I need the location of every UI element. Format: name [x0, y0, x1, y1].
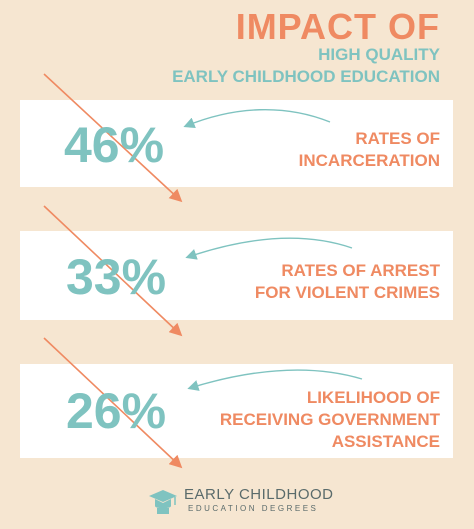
infographic-subtitle-line1: HIGH QUALITY — [318, 45, 440, 64]
curved-arrow-icon — [183, 108, 331, 129]
footer-brand: EARLY CHILDHOOD EDUCATION DEGREES — [148, 486, 348, 518]
curved-arrow-icon — [187, 369, 363, 391]
down-arrow-icon — [43, 337, 183, 469]
stat-label-government-assistance: LIKELIHOOD OF RECEIVING GOVERNMENT ASSIS… — [219, 388, 440, 451]
stat-value-incarceration: 46% — [64, 117, 165, 173]
curved-arrow-icon — [185, 237, 353, 260]
stat-label-violent-crime-arrest: RATES OF ARREST FOR VIOLENT CRIMES — [254, 261, 440, 302]
stat-card-incarceration — [20, 100, 453, 187]
footer-brand-line2: EDUCATION DEGREES — [188, 504, 319, 513]
footer-brand-line1: EARLY CHILDHOOD — [184, 486, 334, 503]
infographic-title: IMPACT OF — [235, 6, 440, 47]
graduation-cap-icon — [149, 490, 177, 514]
stat-label-incarceration: RATES OF INCARCERATION — [298, 129, 440, 170]
stat-value-violent-crime-arrest: 33% — [66, 249, 167, 305]
stat-card-government-assistance — [20, 364, 453, 458]
infographic-subtitle-line2: EARLY CHILDHOOD EDUCATION — [172, 67, 440, 86]
stat-card-violent-crime-arrest — [20, 231, 453, 320]
down-arrow-icon — [43, 73, 183, 203]
stat-value-government-assistance: 26% — [66, 383, 167, 439]
down-arrow-icon — [43, 205, 183, 337]
